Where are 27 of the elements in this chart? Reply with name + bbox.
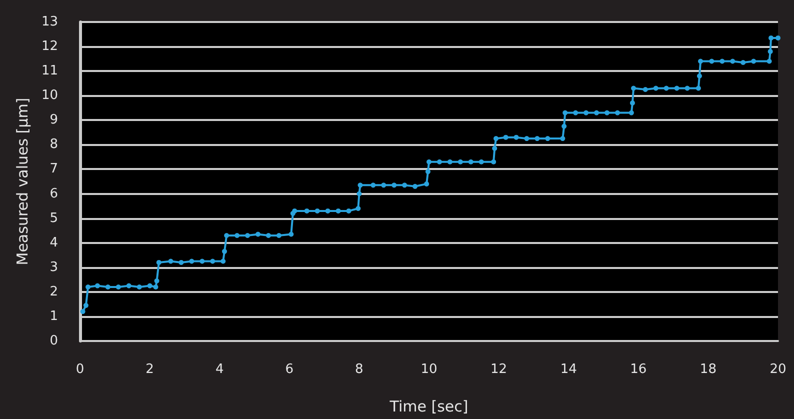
y-tick-label: 2 <box>50 284 58 300</box>
x-tick-label: 8 <box>355 362 364 377</box>
y-tick-label: 1 <box>50 308 58 324</box>
y-tick-label: 5 <box>50 210 58 226</box>
x-tick-label: 2 <box>146 362 154 377</box>
y-tick-label: 10 <box>41 88 58 104</box>
x-tick-label: 18 <box>700 362 716 377</box>
y-tick-label: 12 <box>41 39 58 54</box>
y-tick-label: 7 <box>50 162 58 177</box>
y-tick-label: 8 <box>50 137 58 152</box>
y-tick-label: 13 <box>41 14 58 30</box>
x-tick-label: 0 <box>76 362 84 377</box>
y-tick-label: 9 <box>50 112 58 128</box>
y-axis-title: Measured values [μm] <box>14 98 32 266</box>
y-tick-label: 11 <box>41 64 58 79</box>
x-tick-label: 16 <box>630 362 647 377</box>
y-tick-label: 6 <box>50 186 58 202</box>
y-tick-label: 3 <box>50 260 58 275</box>
x-tick-label: 12 <box>490 362 508 377</box>
x-tick-label: 10 <box>420 362 438 377</box>
x-axis-title: Time [sec] <box>388 398 468 416</box>
y-tick-label: 0 <box>50 334 58 348</box>
x-tick-label: 20 <box>770 362 786 377</box>
x-tick-label: 14 <box>560 362 577 377</box>
y-tick-label: 4 <box>50 235 58 250</box>
x-tick-label: 6 <box>285 362 294 377</box>
x-tick-label: 4 <box>215 362 224 377</box>
